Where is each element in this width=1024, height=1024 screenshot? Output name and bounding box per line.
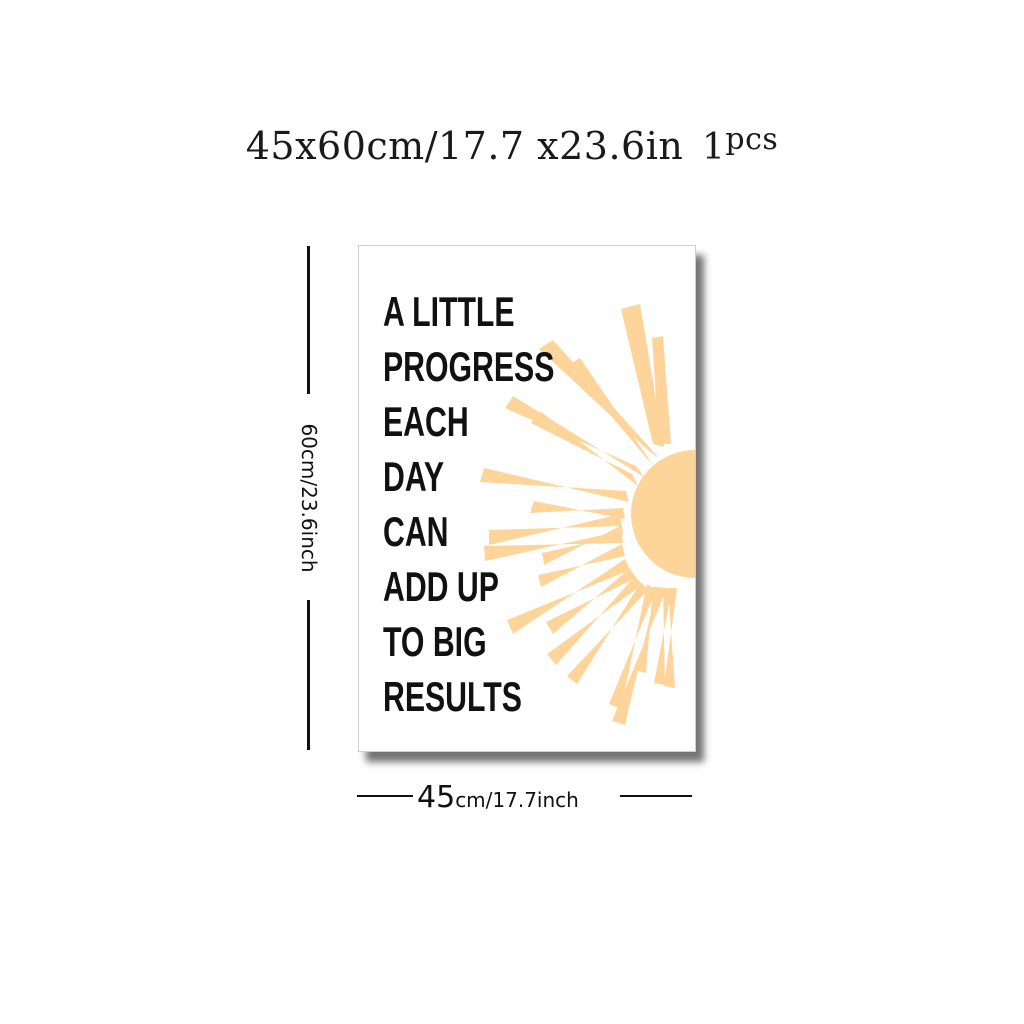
height-dimension-line-top (307, 246, 310, 394)
width-value: 45 (417, 780, 456, 815)
quote-line: PROGRESS (383, 343, 555, 390)
quote-line: ADD UP (383, 563, 499, 610)
quote-line: CAN (383, 508, 449, 555)
width-dimension-line-right (620, 795, 692, 797)
quote-text: A LITTLE PROGRESS EACH DAY CAN ADD UP TO… (383, 284, 621, 724)
width-unit-text: cm/17.7inch (455, 788, 579, 812)
quantity-unit: pcs (725, 122, 779, 157)
quantity-number: 1 (701, 127, 726, 168)
quote-line: EACH (383, 398, 469, 445)
sun-rays (480, 304, 695, 725)
poster: A LITTLE PROGRESS EACH DAY CAN ADD UP TO… (358, 245, 696, 752)
quote-line: RESULTS (383, 673, 522, 720)
height-dimension-label: 60cm/23.6inch (297, 423, 321, 573)
quote-line: A LITTLE (383, 288, 515, 335)
product-size-title: 45x60cm/17.7 x23.6in 1pcs (0, 122, 1024, 168)
sun-icon (480, 304, 695, 725)
width-dimension-line-left (357, 795, 413, 797)
width-dimension-label: 45cm/17.7inch (417, 780, 579, 815)
height-dimension-line-bottom (307, 600, 310, 750)
size-text: 45x60cm/17.7 x23.6in (245, 124, 684, 168)
quote-line: DAY (383, 453, 445, 500)
quote-line: TO BIG (383, 618, 487, 665)
